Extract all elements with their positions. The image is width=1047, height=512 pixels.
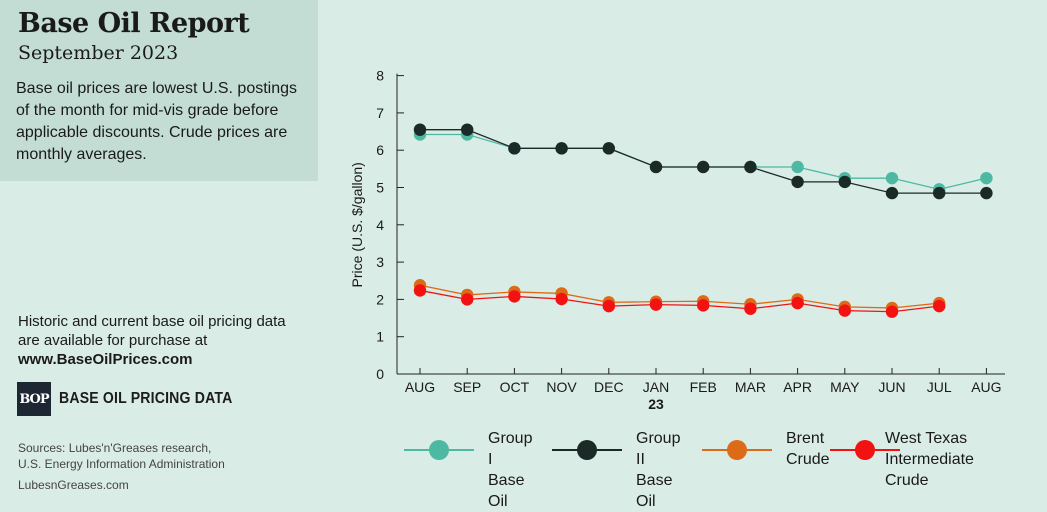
series-4-point: [933, 299, 946, 313]
series-4-point: [744, 302, 757, 315]
purchase-note: Historic and current base oil pricing da…: [18, 312, 308, 369]
series-2-point: [980, 186, 993, 200]
year-marker-label: 23: [648, 396, 664, 412]
x-tick-label: NOV: [546, 379, 577, 395]
series-1-point: [885, 171, 899, 185]
series-4-point: [555, 292, 568, 306]
x-tick-label: JUL: [927, 379, 952, 395]
y-tick-label: 0: [376, 366, 384, 382]
series-4-point: [602, 299, 615, 313]
series-1-point: [791, 160, 804, 174]
y-tick-label: 1: [376, 329, 384, 345]
header-panel: [0, 0, 318, 181]
series-4-point: [697, 299, 710, 312]
legend-label: Brent Crude: [786, 430, 830, 468]
series-4-point: [508, 290, 521, 303]
series-2-point: [649, 160, 663, 174]
series-line-4: [419, 289, 940, 313]
y-tick-label: 3: [376, 254, 384, 270]
x-tick-label: DEC: [594, 379, 624, 395]
purchase-text: Historic and current base oil pricing da…: [18, 313, 286, 349]
series-4-point: [413, 284, 427, 297]
x-tick-label: MAY: [830, 379, 860, 395]
report-date: September 2023: [18, 42, 179, 64]
series-2-point: [555, 142, 568, 155]
legend-swatch-dot: [577, 440, 597, 460]
report-description: Base oil prices are lowest U.S. postings…: [16, 80, 298, 163]
y-tick-label: 7: [376, 105, 384, 121]
series-2-point: [602, 142, 615, 155]
sources-note: Sources: Lubes'n'Greases research, U.S. …: [18, 440, 225, 472]
series-2-point: [413, 123, 427, 136]
series-line-3: [419, 284, 940, 309]
series-2-point: [885, 186, 899, 200]
x-tick-label: SEP: [453, 379, 481, 395]
series-4-point: [461, 293, 474, 306]
x-tick-label: AUG: [405, 379, 435, 395]
y-tick-label: 6: [376, 142, 384, 158]
report-title: Base Oil Report: [18, 8, 250, 39]
series-4-point: [885, 305, 899, 318]
bop-logo-text: BASE OIL PRICING DATA: [59, 390, 233, 407]
site-credit: LubesnGreases.com: [18, 478, 129, 492]
sources-line-1: Sources: Lubes'n'Greases research,: [18, 441, 212, 455]
series-2-point: [697, 160, 710, 174]
bop-logo: BOP BASE OIL PRICING DATA: [17, 381, 256, 417]
y-tick-label: 2: [376, 291, 384, 307]
y-axis-title: Price (U.S. $/gallon): [349, 162, 365, 287]
series-2-point: [744, 160, 757, 174]
legend-swatch-dot: [727, 440, 747, 460]
legend-label: Group II Base Oil: [636, 430, 681, 510]
purchase-link[interactable]: www.BaseOilPrices.com: [18, 351, 193, 368]
chart-legend: Group I Base Oil Group II Base Oil Brent C…: [0, 428, 1047, 510]
series-2-point: [838, 175, 851, 189]
x-tick-label: AUG: [971, 379, 1001, 395]
x-tick-label: JUN: [878, 379, 905, 395]
series-2-point: [933, 186, 946, 200]
series-1-point: [980, 171, 993, 185]
legend-swatch-dot: [429, 440, 449, 460]
y-tick-label: 5: [376, 180, 384, 196]
y-tick-label: 8: [376, 68, 384, 84]
x-tick-label: OCT: [500, 379, 530, 395]
series-4-point: [649, 298, 663, 311]
legend-label: West Texas Intermediate Crude: [885, 430, 974, 489]
y-tick-label: 4: [376, 217, 384, 233]
series-2-point: [791, 175, 804, 189]
series-4-point: [791, 296, 804, 310]
x-tick-label: MAR: [735, 379, 766, 395]
bop-logo-mark: BOP: [17, 382, 51, 416]
series-2-point: [461, 123, 474, 136]
series-4-point: [838, 304, 851, 317]
x-tick-label: JAN: [643, 379, 669, 395]
legend-swatch-dot: [855, 440, 875, 460]
series-2-point: [508, 142, 521, 155]
x-tick-label: FEB: [690, 379, 717, 395]
sources-line-2: U.S. Energy Information Administration: [18, 457, 225, 471]
legend-label: Group I Base Oil: [488, 430, 533, 510]
x-tick-label: APR: [783, 379, 812, 395]
